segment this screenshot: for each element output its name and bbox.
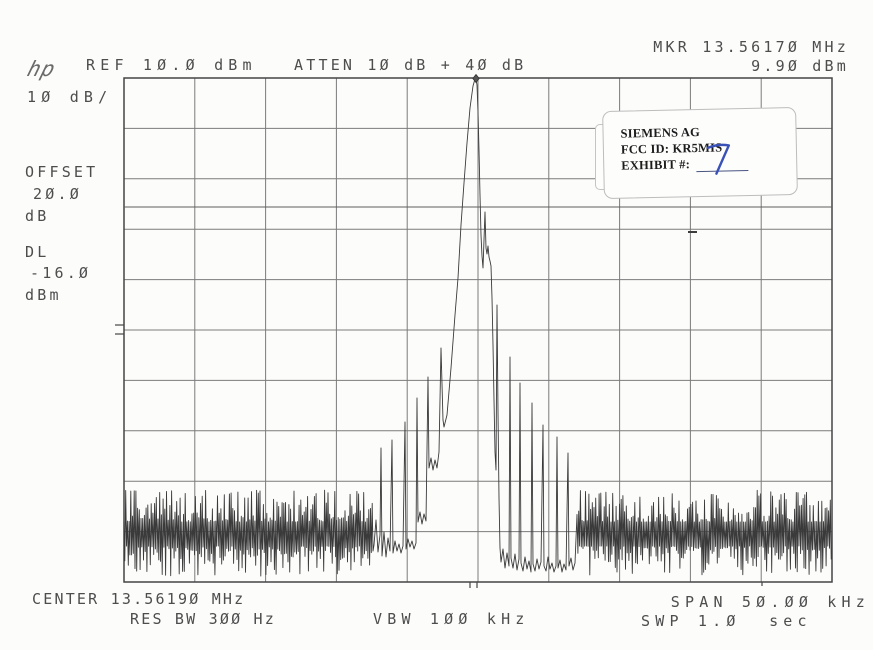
offset-label: OFFSET <box>25 163 99 181</box>
center-freq-label: CENTER 13.5619Ø MHz <box>32 590 246 608</box>
res-bw-label: RES BW 3ØØ Hz <box>130 610 276 628</box>
exhibit-blank-line <box>695 143 749 175</box>
marker-level-label: 9.9Ø dBm <box>751 57 849 75</box>
marker-freq-label: MKR 13.5617Ø MHz <box>653 38 849 56</box>
offset-unit: dB <box>25 207 50 225</box>
exhibit-sticker: SIEMENS AG FCC ID: KR5MIS EXHIBIT #: <box>602 106 798 200</box>
offset-value: 2Ø.Ø <box>33 185 82 203</box>
handwritten-7 <box>706 143 730 175</box>
display-line-unit: dBm <box>25 286 62 304</box>
sticker-exhibit-line: EXHIBIT #: <box>621 143 796 175</box>
attenuation-label: ATTEN 1Ø dB + 4Ø dB <box>294 56 527 74</box>
vbw-label: VBW 1ØØ kHz <box>373 610 530 628</box>
ref-level-label: REF 1Ø.Ø dBm <box>86 56 257 74</box>
display-line-value: -16.Ø <box>30 264 92 282</box>
span-label: SPAN 5Ø.ØØ kHz <box>670 593 870 611</box>
display-line-label: DL <box>25 243 50 261</box>
scale-per-div-label: 1Ø dB/ <box>27 88 113 106</box>
marker-diamond-icon <box>472 73 480 84</box>
exhibit-label: EXHIBIT #: <box>621 157 691 173</box>
sweep-label: SWP 1.Ø sec <box>641 612 812 630</box>
